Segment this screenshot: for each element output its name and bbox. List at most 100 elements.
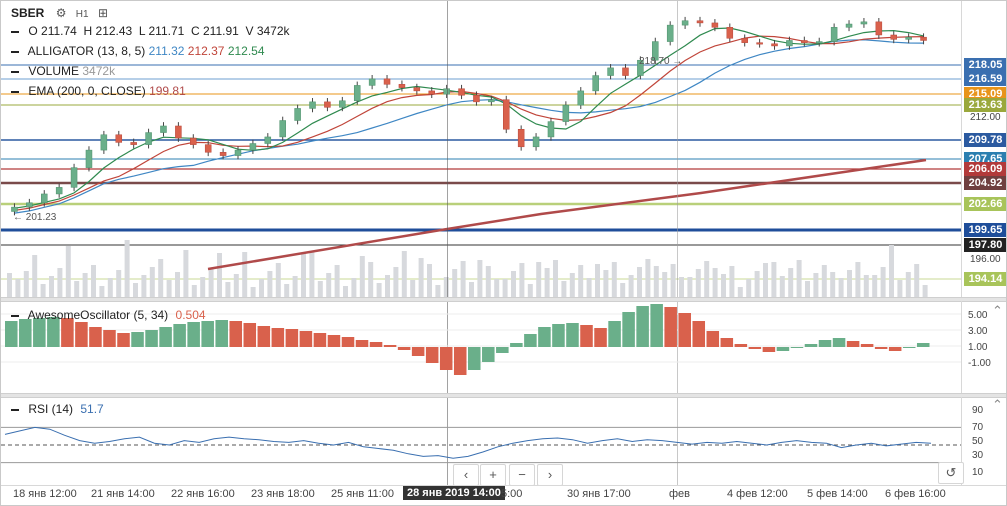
candle-body	[905, 36, 912, 40]
volume-bar	[351, 278, 357, 297]
high-value: 212.43	[95, 24, 133, 38]
volume-bar	[284, 284, 290, 297]
ao-bar	[888, 347, 902, 351]
ao-bar	[538, 327, 551, 347]
ao-bar	[608, 321, 621, 347]
volume-value: 3472k	[256, 24, 290, 38]
volume-bar	[133, 283, 138, 297]
candle-body	[11, 206, 18, 212]
volume-bar	[603, 270, 609, 297]
ao-bar	[664, 307, 677, 347]
candle-body	[696, 20, 704, 24]
ao-chart[interactable]	[1, 301, 961, 393]
volume-bar	[569, 273, 575, 297]
volume-bar	[586, 278, 592, 297]
candle-body	[130, 142, 137, 145]
candle-body	[786, 40, 793, 47]
rsi-scale[interactable]: 90 70 50 30 10	[961, 397, 1006, 485]
month-divider	[677, 1, 678, 485]
candle-body	[85, 149, 93, 168]
ao-bar	[201, 321, 214, 347]
candle-body	[741, 38, 748, 43]
price-scale-label: 197.80	[964, 238, 1006, 252]
price-scale-label: 206.09	[964, 162, 1006, 176]
price-chart[interactable]: 218.70 → ← 201.23	[1, 1, 961, 297]
candle-body	[681, 20, 689, 26]
volume-bar	[704, 261, 710, 297]
rsi-legend[interactable]: RSI (14) 51.7	[11, 402, 104, 416]
volume-bar	[259, 279, 264, 297]
zoom-in-button[interactable]: +	[480, 464, 506, 486]
candle-body	[219, 152, 227, 156]
volume-bar	[830, 272, 836, 297]
candle-body	[711, 22, 719, 28]
candle-body	[309, 101, 316, 109]
volume-bar	[141, 275, 147, 297]
ema-legend[interactable]: EMA (200, 0, CLOSE) 199.81	[11, 84, 186, 98]
compare-icon[interactable]: ⊞	[97, 6, 108, 20]
candle-body	[517, 129, 525, 148]
ao-scale[interactable]: 5.00 3.00 1.00 -1.00	[961, 301, 1006, 393]
collapse-pane-icon[interactable]: ⌃	[992, 303, 1003, 318]
candle-body	[279, 120, 286, 138]
volume-legend[interactable]: VOLUME 3472k	[11, 64, 115, 78]
rsi-scale-50: 50	[972, 436, 984, 447]
volume-bar	[502, 279, 508, 297]
ao-bar	[706, 331, 720, 347]
volume-bar	[821, 265, 827, 297]
gear-icon[interactable]: ⚙	[55, 6, 67, 20]
price-scale-label: 213.63	[964, 98, 1006, 112]
ao-bar	[397, 347, 411, 350]
rsi-grid	[1, 426, 961, 464]
scroll-left-button[interactable]: ‹	[453, 464, 479, 486]
candle-body	[234, 149, 242, 156]
ao-bar	[369, 342, 383, 347]
rsi-chart[interactable]	[1, 397, 961, 485]
volume-bar	[695, 269, 701, 297]
rsi-scale-90: 90	[972, 405, 984, 416]
volume-bar	[158, 259, 164, 297]
ao-bar	[776, 347, 790, 351]
alligator-label: ALLIGATOR (13, 8, 5)	[27, 44, 146, 58]
pane-divider[interactable]	[1, 393, 1006, 398]
ao-bar	[482, 347, 495, 362]
price-scale-label: 215.09	[964, 87, 1006, 101]
volume-bar	[309, 252, 315, 297]
volume-bar	[217, 253, 222, 297]
volume-bar	[175, 272, 180, 297]
price-scale[interactable]: 218.05 216.59 215.09 213.63 212.00 209.78 207.…	[961, 1, 1006, 297]
ao-scale-5: 5.00	[968, 310, 988, 321]
symbol-header: SBER ⚙ H1 ⊞	[11, 6, 108, 20]
candle-body	[547, 121, 555, 138]
rsi-scale-70: 70	[972, 422, 984, 433]
ao-bar	[383, 345, 397, 347]
ao-bar	[874, 347, 888, 349]
volume-bar	[527, 284, 533, 297]
volume-bar	[393, 267, 399, 297]
alligator-legend[interactable]: ALLIGATOR (13, 8, 5) 211.32 212.37 212.5…	[11, 44, 265, 58]
ao-label: AwesomeOscillator (5, 34)	[27, 308, 169, 322]
zoom-out-button[interactable]: −	[509, 464, 535, 486]
ao-legend[interactable]: AwesomeOscillator (5, 34) 0.504	[11, 308, 206, 322]
ao-scale-m1: -1.00	[968, 358, 991, 369]
collapse-pane-icon[interactable]: ⌃	[992, 397, 1003, 412]
scroll-right-button[interactable]: ›	[537, 464, 563, 486]
reset-view-button[interactable]: ↺	[938, 462, 964, 484]
volume-bar	[460, 261, 466, 297]
candle-body	[100, 134, 108, 151]
price-scale-label: 202.66	[964, 197, 1006, 211]
volume-bar	[880, 267, 886, 297]
ao-bar	[173, 324, 186, 347]
crosshair-line	[447, 1, 448, 485]
dash-icon	[11, 314, 19, 317]
volume-bar	[771, 262, 777, 297]
volume-bar	[519, 263, 525, 297]
candle-body	[383, 78, 391, 85]
volume-bar	[23, 271, 29, 297]
pane-divider[interactable]	[1, 297, 1006, 302]
symbol-label[interactable]: SBER	[11, 6, 45, 20]
ao-bar	[678, 313, 691, 347]
interval-label[interactable]: H1	[75, 9, 89, 20]
volume-bar	[401, 251, 407, 297]
dash-icon	[11, 408, 19, 411]
